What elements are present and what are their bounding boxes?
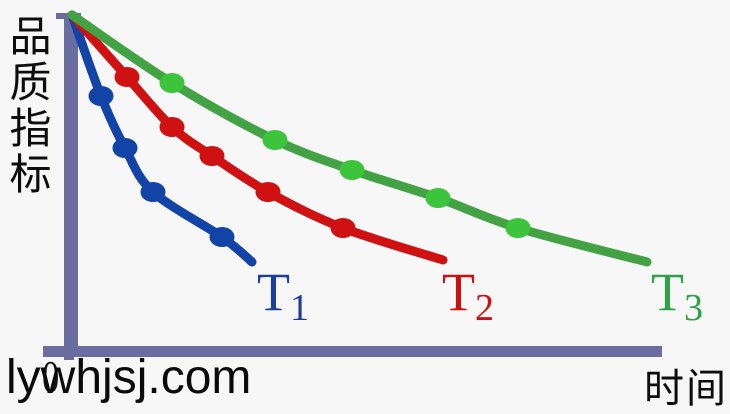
data-point-t3: [262, 130, 288, 150]
series-label-t1-sub: 1: [290, 287, 309, 329]
series-label-t2-sub: 2: [475, 287, 494, 329]
data-point-t3: [159, 73, 185, 93]
series-label-t2: T2: [442, 265, 494, 327]
data-point-t3: [505, 218, 531, 238]
series-label-t1-main: T: [257, 262, 290, 322]
series-label-t3-main: T: [651, 262, 684, 322]
data-point-t3: [339, 160, 365, 180]
watermark-text: lywhjsj.com: [6, 351, 252, 404]
data-point-t2: [255, 182, 281, 202]
data-point-t3: [425, 188, 451, 208]
series-label-t1: T1: [257, 265, 309, 327]
data-point-t2: [199, 146, 225, 166]
data-point-t2: [114, 67, 140, 87]
data-point-t1: [209, 227, 235, 247]
data-point-t1: [112, 138, 138, 158]
y-axis: [64, 13, 78, 353]
data-point-t1: [140, 182, 166, 202]
x-axis: [43, 346, 662, 357]
x-axis-label: 时间: [644, 366, 728, 411]
series-label-t3: T3: [651, 265, 703, 327]
series-label-t3-sub: 3: [684, 287, 703, 329]
series-curves-layer: [67, 10, 652, 267]
series-label-t2-main: T: [442, 262, 475, 322]
origin-tick: [64, 352, 74, 360]
y-axis-label: 品质指标: [3, 14, 49, 198]
origin-zero-label: 0: [42, 351, 60, 402]
data-point-t1: [88, 86, 114, 106]
series-line-t3: [67, 10, 652, 267]
data-point-t2: [330, 218, 356, 238]
data-point-t2: [159, 117, 185, 137]
